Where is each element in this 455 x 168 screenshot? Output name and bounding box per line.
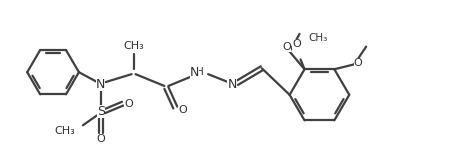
Text: O: O — [292, 39, 300, 49]
Text: O: O — [353, 58, 362, 68]
Text: H: H — [196, 67, 203, 77]
Text: O: O — [96, 134, 105, 144]
Text: S: S — [96, 105, 105, 118]
Text: CH₃: CH₃ — [308, 33, 327, 43]
Text: N: N — [227, 77, 236, 91]
Text: N: N — [189, 66, 198, 79]
Text: CH₃: CH₃ — [54, 126, 75, 136]
Text: O: O — [177, 104, 186, 115]
Text: O: O — [282, 42, 290, 52]
Text: N: N — [96, 77, 105, 91]
Text: O: O — [124, 99, 133, 109]
Text: CH₃: CH₃ — [123, 41, 144, 51]
